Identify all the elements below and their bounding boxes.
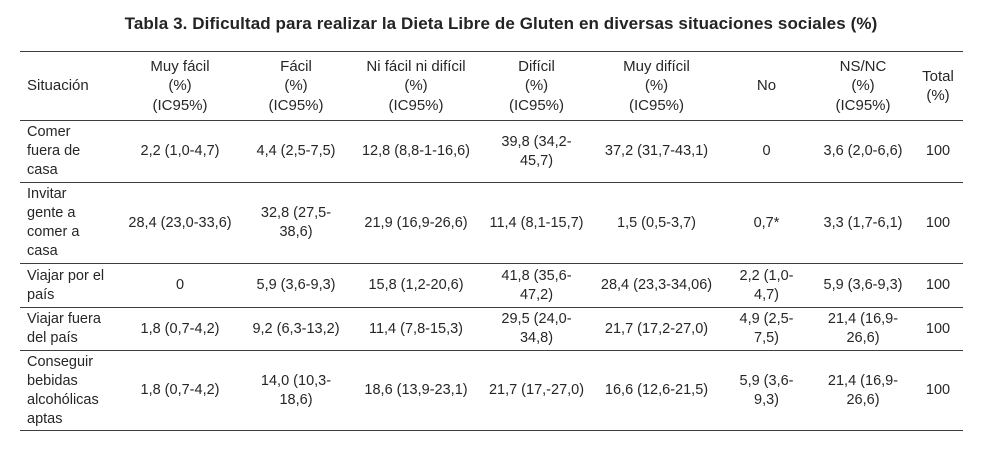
table-cell: 4,9 (2,5- 7,5) [720,307,813,351]
table-cell: 15,8 (1,2-20,6) [352,263,480,308]
row-label: Conseguir bebidas alcohólicas aptas [20,350,120,432]
table-cell: 100 [913,120,963,183]
table-cell: 29,5 (24,0- 34,8) [480,307,593,351]
col-header-muy-facil: Muy fácil (%) (IC95%) [120,51,240,121]
table-cell: 21,7 (17,2-27,0) [593,307,720,351]
col-header-situacion: Situación [20,51,120,121]
col-header-ns-nc: NS/NC (%) (IC95%) [813,51,913,121]
table-cell: 18,6 (13,9-23,1) [352,350,480,432]
table-cell: 100 [913,350,963,432]
table-cell: 28,4 (23,0-33,6) [120,182,240,264]
table-cell: 1,8 (0,7-4,2) [120,307,240,351]
table-cell: 37,2 (31,7-43,1) [593,120,720,183]
table-cell: 21,4 (16,9- 26,6) [813,350,913,432]
row-label: Viajar por el país [20,263,120,308]
col-header-no: No [720,51,813,121]
table-row: Viajar por el país 0 5,9 (3,6-9,3) 15,8 … [20,263,963,308]
col-header-facil: Fácil (%) (IC95%) [240,51,352,121]
table-row: Viajar fuera del país 1,8 (0,7-4,2) 9,2 … [20,307,963,351]
table-cell: 0 [120,263,240,308]
table-cell: 100 [913,182,963,264]
table-cell: 3,6 (2,0-6,6) [813,120,913,183]
table-cell: 100 [913,263,963,308]
table-cell: 11,4 (8,1-15,7) [480,182,593,264]
table-cell: 3,3 (1,7-6,1) [813,182,913,264]
table-cell: 1,8 (0,7-4,2) [120,350,240,432]
table-cell: 9,2 (6,3-13,2) [240,307,352,351]
table-cell: 12,8 (8,8-1-16,6) [352,120,480,183]
table-cell: 4,4 (2,5-7,5) [240,120,352,183]
table-cell: 14,0 (10,3- 18,6) [240,350,352,432]
row-label: Comer fuera de casa [20,120,120,183]
table-cell: 11,4 (7,8-15,3) [352,307,480,351]
table-row: Comer fuera de casa 2,2 (1,0-4,7) 4,4 (2… [20,120,963,183]
table-cell: 0 [720,120,813,183]
table-cell: 2,2 (1,0-4,7) [120,120,240,183]
col-header-total: Total (%) [913,51,963,121]
table-cell: 2,2 (1,0- 4,7) [720,263,813,308]
table-cell: 21,9 (16,9-26,6) [352,182,480,264]
col-header-dificil: Difícil (%) (IC95%) [480,51,593,121]
table-cell: 21,7 (17,-27,0) [480,350,593,432]
table-cell: 0,7* [720,182,813,264]
table-cell: 32,8 (27,5- 38,6) [240,182,352,264]
col-header-ni-facil-ni-dificil: Ni fácil ni difícil (%) (IC95%) [352,51,480,121]
table-row: Conseguir bebidas alcohólicas aptas 1,8 … [20,350,963,432]
row-label: Invitar gente a comer a casa [20,182,120,264]
table-cell: 39,8 (34,2- 45,7) [480,120,593,183]
col-header-muy-dificil: Muy difícil (%) (IC95%) [593,51,720,121]
table-cell: 5,9 (3,6- 9,3) [720,350,813,432]
table-cell: 5,9 (3,6-9,3) [813,263,913,308]
table-title: Tabla 3. Dificultad para realizar la Die… [124,14,878,33]
table-cell: 41,8 (35,6- 47,2) [480,263,593,308]
table-cell: 21,4 (16,9- 26,6) [813,307,913,351]
table-cell: 1,5 (0,5-3,7) [593,182,720,264]
table-row: Invitar gente a comer a casa 28,4 (23,0-… [20,182,963,264]
table-cell: 5,9 (3,6-9,3) [240,263,352,308]
header-row: Situación Muy fácil (%) (IC95%) Fácil (%… [20,51,963,121]
table-cell: 16,6 (12,6-21,5) [593,350,720,432]
row-label: Viajar fuera del país [20,307,120,351]
gluten-difficulty-table: Situación Muy fácil (%) (IC95%) Fácil (%… [20,51,963,432]
table-cell: 100 [913,307,963,351]
table-cell: 28,4 (23,3-34,06) [593,263,720,308]
